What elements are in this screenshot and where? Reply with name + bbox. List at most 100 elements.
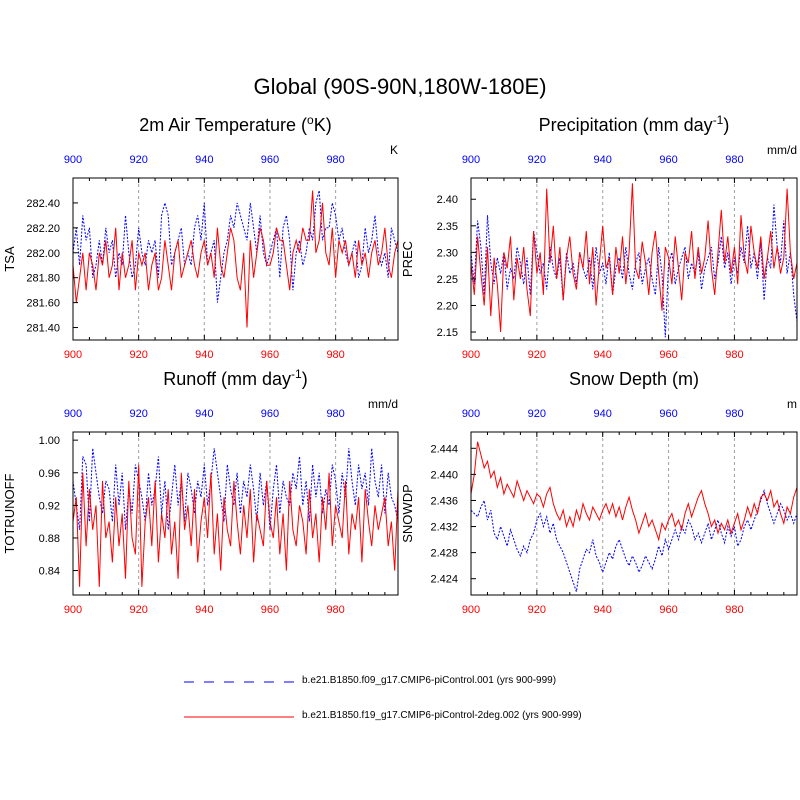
y-tick-label: 281.60 <box>26 298 60 310</box>
legend-label-case1: b.e21.B1850.f09_g17.CMIP6-piControl.001 … <box>302 675 557 686</box>
panel-title-superscript: -1 <box>291 367 302 381</box>
series-line-case1 <box>72 448 399 530</box>
x-tick-label-bottom: 940 <box>195 604 213 616</box>
x-tick-label-bottom: 900 <box>64 349 82 361</box>
y-tick-label: 2.424 <box>430 574 458 586</box>
series-line-case2 <box>470 441 798 542</box>
x-tick-label-top: 980 <box>725 154 743 166</box>
panel-prec: Precipitation (mm day-1) mm/d 900 900 920 920… <box>400 113 798 361</box>
plot-frame <box>470 431 798 596</box>
y-tick-label: 0.84 <box>39 566 60 578</box>
units-label-totrunoff: mm/d <box>368 397 398 411</box>
legend-line-case1 <box>184 681 294 683</box>
x-tick-label-top: 940 <box>195 154 213 166</box>
x-tick-label-bottom: 900 <box>64 604 82 616</box>
x-tick-label-top: 900 <box>462 154 480 166</box>
y-tick-label: 2.15 <box>437 327 458 339</box>
x-tick-label-bottom: 920 <box>528 604 546 616</box>
x-tick-label-bottom: 940 <box>594 349 612 361</box>
panel-title-tsa: 2m Air Temperature (oK) <box>139 113 331 135</box>
panel-tsa: 2m Air Temperature (oK) K 900 900 920 920 940 9… <box>2 113 399 361</box>
x-tick-label-top: 920 <box>528 154 546 166</box>
x-tick-label-bottom: 960 <box>261 349 279 361</box>
plot-frame <box>72 177 399 341</box>
y-tick-label: 2.428 <box>430 548 458 560</box>
y-tick-label: 2.440 <box>430 469 458 481</box>
panel-title-text: Precipitation (mm day <box>539 115 713 135</box>
x-tick-label-top: 960 <box>659 408 677 420</box>
y-tick-label: 2.30 <box>437 247 458 259</box>
panel-title-prec: Precipitation (mm day-1) <box>539 113 730 135</box>
x-tick-label-top: 960 <box>261 408 279 420</box>
panel-snowdp: Snow Depth (m) m 900 900 920 920 940 940 960 960 9… <box>400 369 798 616</box>
units-label-tsa: K <box>390 143 398 157</box>
y-tick-label: 2.35 <box>437 221 458 233</box>
y-axis-label-totrunoff: TOTRUNOFF <box>2 473 17 553</box>
x-tick-label-top: 940 <box>195 408 213 420</box>
panel-totrunoff: Runoff (mm day-1) mm/d 900 900 920 920 940 940 9… <box>2 367 399 616</box>
x-tick-label-top: 980 <box>725 408 743 420</box>
y-tick-label: 281.80 <box>26 273 60 285</box>
y-tick-label: 1.00 <box>39 435 60 447</box>
panel-title-snowdp: Snow Depth (m) <box>569 369 699 389</box>
series-line-case1 <box>470 488 798 592</box>
panel-title-text: Snow Depth (m) <box>569 369 699 389</box>
series-line-case2 <box>72 464 399 587</box>
units-label-prec: mm/d <box>767 143 797 157</box>
x-tick-label-bottom: 980 <box>725 349 743 361</box>
x-tick-label-bottom: 940 <box>594 604 612 616</box>
y-tick-label: 281.40 <box>26 323 60 335</box>
y-tick-label: 282.00 <box>26 248 60 260</box>
y-axis-label-tsa: TSA <box>2 246 17 272</box>
y-tick-label: 2.444 <box>430 443 458 455</box>
x-tick-label-bottom: 960 <box>261 604 279 616</box>
y-tick-label: 0.92 <box>39 500 60 512</box>
panel-title-tail: K) <box>314 115 332 135</box>
y-tick-label: 0.96 <box>39 468 60 480</box>
y-tick-label: 2.40 <box>437 194 458 206</box>
plot-frame <box>470 177 798 341</box>
x-tick-label-top: 920 <box>129 154 147 166</box>
y-tick-label: 282.20 <box>26 223 60 235</box>
x-tick-label-bottom: 980 <box>326 604 344 616</box>
series-line-case1 <box>72 190 399 303</box>
x-tick-label-top: 940 <box>594 154 612 166</box>
x-tick-label-top: 900 <box>64 408 82 420</box>
x-tick-label-top: 980 <box>326 154 344 166</box>
y-tick-label: 282.40 <box>26 198 60 210</box>
panel-title-totrunoff: Runoff (mm day-1) <box>163 367 307 389</box>
series-line-case2 <box>72 190 399 328</box>
x-tick-label-bottom: 960 <box>659 349 677 361</box>
y-axis-label-snowdp: SNOWDP <box>400 484 415 543</box>
y-tick-label: 2.20 <box>437 300 458 312</box>
x-tick-label-top: 980 <box>326 408 344 420</box>
units-label-snowdp: m <box>787 397 797 411</box>
x-tick-label-bottom: 900 <box>462 604 480 616</box>
y-tick-label: 2.436 <box>430 495 458 507</box>
legend-item-case2: b.e21.B1850.f19_g17.CMIP6-piControl-2deg… <box>180 707 582 727</box>
panel-title-superscript: -1 <box>713 113 724 127</box>
x-tick-label-bottom: 980 <box>725 604 743 616</box>
y-axis-label-prec: PREC <box>400 241 415 277</box>
legend-line-case2 <box>184 716 294 718</box>
x-tick-label-bottom: 920 <box>528 349 546 361</box>
panel-title-superscript: o <box>307 113 314 127</box>
y-tick-label: 2.432 <box>430 522 458 534</box>
legend-item-case1: b.e21.B1850.f09_g17.CMIP6-piControl.001 … <box>180 672 556 692</box>
plot-frame <box>72 431 399 596</box>
panel-title-text: 2m Air Temperature ( <box>139 115 307 135</box>
panel-title-text: Runoff (mm day <box>163 369 291 389</box>
x-tick-label-bottom: 960 <box>659 604 677 616</box>
x-tick-label-top: 920 <box>528 408 546 420</box>
y-tick-label: 2.25 <box>437 274 458 286</box>
panel-title-tail: ) <box>723 115 729 135</box>
x-tick-label-bottom: 940 <box>195 349 213 361</box>
x-tick-label-top: 900 <box>64 154 82 166</box>
x-tick-label-bottom: 920 <box>129 349 147 361</box>
x-tick-label-top: 920 <box>129 408 147 420</box>
legend-label-case2: b.e21.B1850.f19_g17.CMIP6-piControl-2deg… <box>302 710 582 721</box>
x-tick-label-top: 900 <box>462 408 480 420</box>
x-tick-label-bottom: 920 <box>129 604 147 616</box>
figure-title: Global (90S-90N,180W-180E) <box>253 74 547 99</box>
x-tick-label-bottom: 900 <box>462 349 480 361</box>
